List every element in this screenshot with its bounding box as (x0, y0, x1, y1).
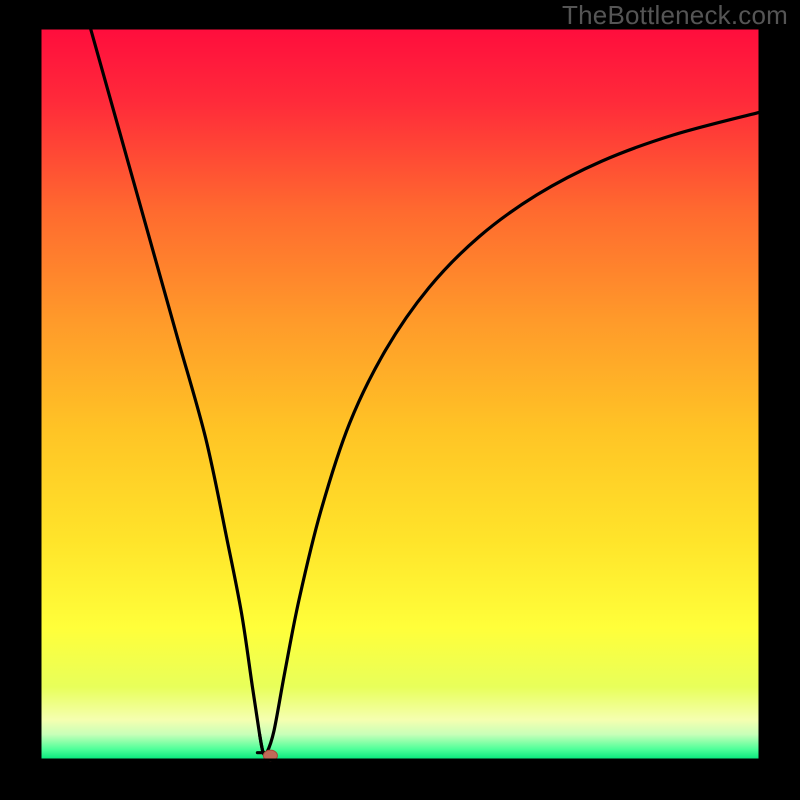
watermark-text: TheBottleneck.com (562, 0, 788, 31)
plot-gradient (40, 28, 760, 760)
bottleneck-chart (0, 0, 800, 800)
chart-container: TheBottleneck.com (0, 0, 800, 800)
